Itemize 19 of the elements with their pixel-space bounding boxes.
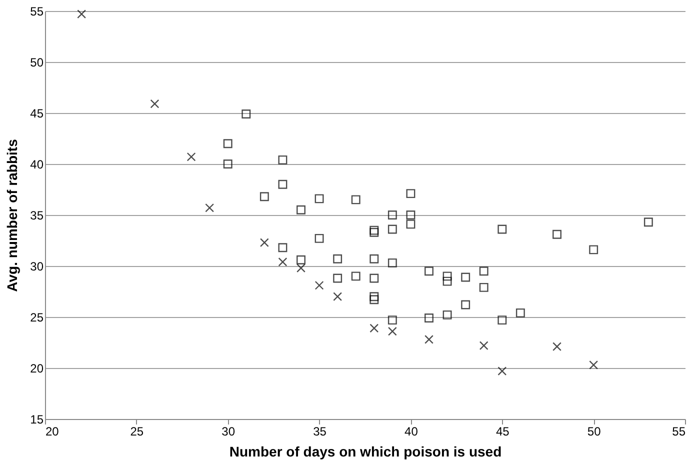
y-tick-label: 40: [30, 158, 44, 172]
x-tick-label: 50: [587, 424, 602, 438]
y-axis-title: Avg. number of rabbits: [4, 138, 20, 292]
x-axis-title: Number of days on which poison is used: [229, 444, 502, 460]
x-tick-label: 30: [222, 424, 236, 438]
x-tick-label: 35: [313, 424, 327, 438]
x-tick-label: 55: [672, 424, 686, 438]
x-tick-label: 20: [46, 424, 60, 438]
x-tick-label: 40: [404, 424, 418, 438]
y-tick-label: 20: [30, 362, 44, 376]
y-tick-label: 30: [30, 260, 44, 274]
y-tick-label: 25: [30, 310, 44, 324]
y-tick-label: 35: [30, 208, 44, 222]
x-tick-label: 45: [496, 424, 510, 438]
y-tick-label: 55: [30, 4, 44, 18]
x-tick-label: 25: [130, 424, 144, 438]
y-tick-label: 15: [30, 412, 44, 426]
y-tick-label: 45: [30, 106, 44, 120]
y-tick-label: 50: [30, 56, 44, 70]
